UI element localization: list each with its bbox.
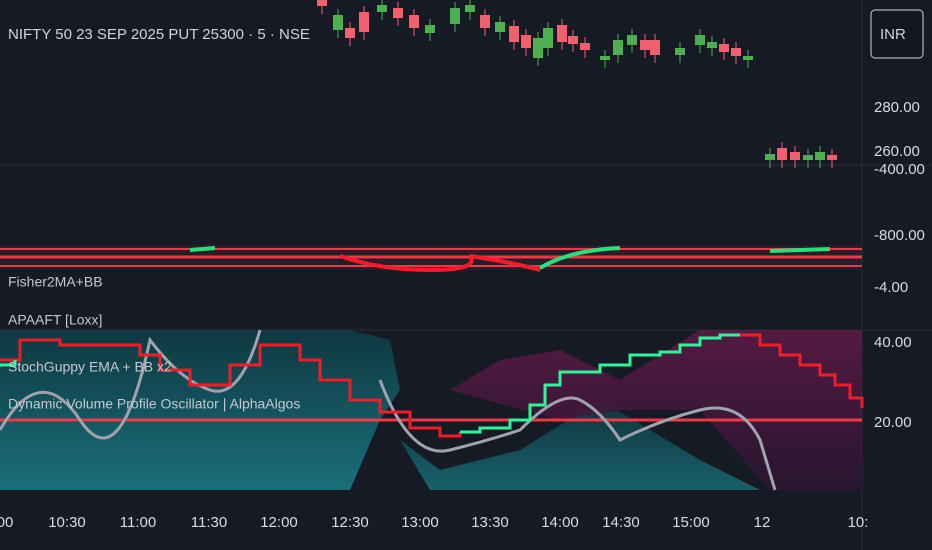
candle-body xyxy=(765,154,775,160)
price-label: -400.00 xyxy=(874,161,925,178)
price-label: -4.00 xyxy=(874,279,908,296)
candle-body xyxy=(743,56,753,60)
candle-body xyxy=(509,26,519,42)
time-label: 11:00 xyxy=(120,514,156,531)
time-label: 14:30 xyxy=(602,514,640,531)
candle-body xyxy=(613,40,623,55)
time-label: 13:00 xyxy=(401,514,439,531)
candle-body xyxy=(790,152,800,160)
candle-body xyxy=(543,28,553,48)
candle-body xyxy=(333,15,343,30)
candle-body xyxy=(359,12,369,32)
fisher-band xyxy=(0,245,862,273)
symbol-title: NIFTY 50 23 SEP 2025 PUT 25300 · 5 · NSE xyxy=(8,26,310,43)
time-label: 13:30 xyxy=(471,514,509,531)
candle-body xyxy=(533,38,543,58)
candle-body xyxy=(777,148,787,160)
price-label: 40.00 xyxy=(874,334,912,351)
candle-body xyxy=(815,152,825,160)
indicator-label: Fisher2MA+BB xyxy=(8,274,103,290)
currency-button[interactable] xyxy=(870,9,924,59)
candle-body xyxy=(695,35,705,45)
price-label: 260.00 xyxy=(874,143,920,160)
candle-body xyxy=(803,155,813,160)
time-label: 12:30 xyxy=(331,514,369,531)
candle-body xyxy=(495,22,505,32)
price-label: 20.00 xyxy=(874,414,912,431)
candle-body xyxy=(707,42,717,48)
price-label: -800.00 xyxy=(874,227,925,244)
indicator-label: StochGuppy EMA + BB x2 xyxy=(8,359,172,375)
candles xyxy=(317,0,837,168)
price-label: 280.00 xyxy=(874,99,920,116)
time-label: 00 xyxy=(0,514,13,531)
candle-body xyxy=(627,35,637,45)
candle-body xyxy=(465,5,475,12)
time-label: 11:30 xyxy=(191,514,227,531)
candle-body xyxy=(480,15,490,28)
candle-body xyxy=(731,48,741,56)
candle-body xyxy=(345,28,355,38)
currency-label[interactable]: INR xyxy=(880,26,906,43)
candle-body xyxy=(580,43,590,50)
candle-body xyxy=(568,36,578,44)
candle-body xyxy=(409,15,419,28)
candle-body xyxy=(377,5,387,12)
candle-body xyxy=(521,35,531,48)
candle-body xyxy=(719,44,729,52)
time-label: 12:00 xyxy=(260,514,298,531)
indicator-label: APAAFT [Loxx] xyxy=(8,312,102,328)
candle-body xyxy=(450,8,460,24)
candle-body xyxy=(425,25,435,33)
candle-body xyxy=(557,25,567,42)
candle-body xyxy=(317,0,327,6)
indicator-label: Dynamic Volume Profile Oscillator | Alph… xyxy=(8,396,300,412)
candle-body xyxy=(675,48,685,55)
candle-body xyxy=(827,155,837,160)
time-label: 12 xyxy=(754,514,771,531)
candle-body xyxy=(393,8,403,18)
time-label: 14:00 xyxy=(541,514,579,531)
volume-oscillator xyxy=(0,329,864,491)
time-label: 10: xyxy=(848,514,869,531)
candle-body xyxy=(640,40,650,50)
time-label: 15:00 xyxy=(672,514,710,531)
candle-body xyxy=(600,56,610,60)
time-label: 10:30 xyxy=(48,514,86,531)
candle-body xyxy=(650,40,660,55)
